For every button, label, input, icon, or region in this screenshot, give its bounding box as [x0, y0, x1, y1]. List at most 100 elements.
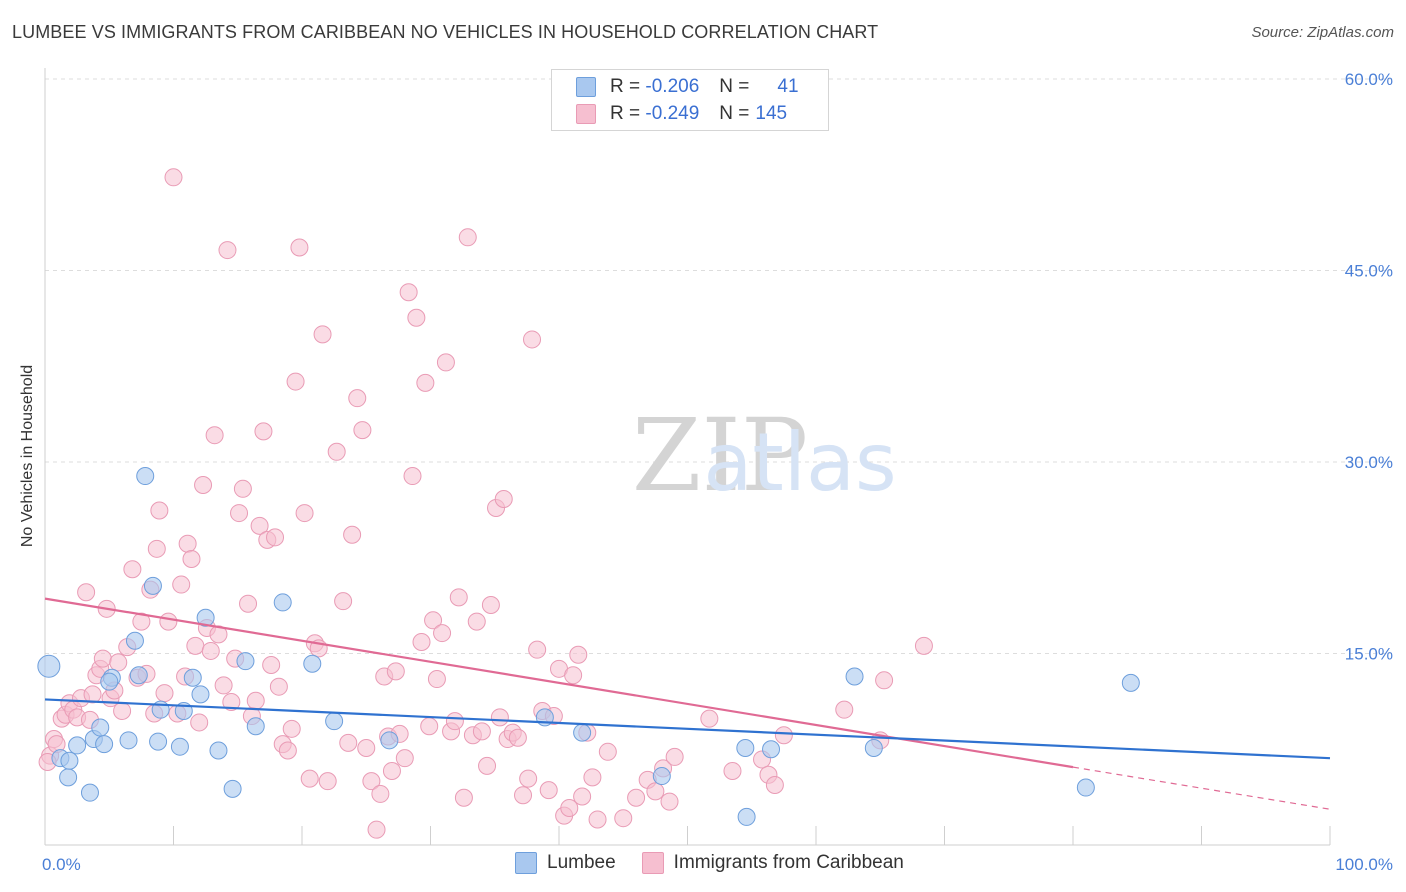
data-point-caribbean	[494, 490, 513, 509]
data-point-caribbean	[508, 728, 527, 747]
data-point-caribbean	[278, 741, 297, 760]
legend-n-value: 41	[777, 76, 799, 97]
data-point-caribbean	[875, 671, 894, 690]
y-tick-label: 60.0%	[1345, 70, 1393, 89]
bottom-legend: Lumbee Immigrants from Caribbean	[515, 852, 904, 874]
data-point-caribbean	[445, 712, 464, 731]
data-point-lumbee	[864, 738, 883, 757]
data-point-caribbean	[598, 742, 617, 761]
data-point-lumbee	[737, 807, 756, 826]
data-point-caribbean	[478, 756, 497, 775]
data-point-caribbean	[348, 389, 367, 408]
data-point-caribbean	[519, 769, 538, 788]
data-point-caribbean	[569, 645, 588, 664]
data-point-caribbean	[371, 784, 390, 803]
data-point-caribbean	[490, 708, 509, 727]
data-point-caribbean	[286, 372, 305, 391]
data-point-caribbean	[514, 786, 533, 805]
caribbean-swatch	[641, 852, 664, 874]
data-point-caribbean	[382, 761, 401, 780]
data-point-lumbee	[762, 740, 781, 759]
data-point-lumbee	[380, 731, 399, 750]
data-point-caribbean	[367, 820, 386, 839]
data-point-caribbean	[186, 636, 205, 655]
legend-caribbean-label: Immigrants from Caribbean	[673, 852, 904, 873]
data-point-caribbean	[357, 738, 376, 757]
data-point-lumbee	[60, 751, 79, 770]
data-point-caribbean	[233, 479, 252, 498]
data-point-caribbean	[765, 775, 784, 794]
data-point-lumbee	[119, 731, 138, 750]
data-point-caribbean	[353, 421, 372, 440]
data-point-caribbean	[132, 612, 151, 631]
data-point-caribbean	[327, 442, 346, 461]
data-point-caribbean	[214, 676, 233, 695]
data-point-lumbee	[196, 608, 215, 627]
data-point-caribbean	[254, 422, 273, 441]
legend-n-label: N =	[719, 103, 750, 124]
data-point-caribbean	[318, 772, 337, 791]
data-point-lumbee	[223, 779, 242, 798]
y-tick-labels: 15.0% 30.0% 45.0% 60.0%	[1345, 70, 1393, 664]
legend-n-label: N =	[719, 76, 750, 97]
data-point-caribbean	[472, 722, 491, 741]
data-point-caribbean	[230, 504, 249, 523]
data-point-caribbean	[209, 625, 228, 644]
legend-r-label: R =	[610, 76, 641, 97]
grid-lines	[45, 78, 1392, 654]
data-point-caribbean	[424, 611, 443, 630]
data-point-caribbean	[436, 353, 455, 372]
data-point-caribbean	[914, 636, 933, 655]
data-point-lumbee	[236, 652, 255, 671]
data-point-lumbee	[209, 741, 228, 760]
data-point-caribbean	[113, 701, 132, 720]
data-point-caribbean	[159, 612, 178, 631]
data-point-caribbean	[700, 709, 719, 728]
data-point-lumbee	[183, 668, 202, 687]
data-point-caribbean	[262, 655, 281, 674]
y-tick-label: 45.0%	[1345, 262, 1393, 281]
data-point-caribbean	[403, 467, 422, 486]
lumbee-swatch	[515, 852, 537, 874]
data-point-caribbean	[178, 534, 197, 553]
data-point-lumbee	[325, 712, 344, 731]
y-tick-label: 15.0%	[1345, 645, 1393, 664]
data-point-caribbean	[467, 612, 486, 631]
x-tick-labels: 0.0% 100.0%	[42, 855, 1393, 874]
data-point-lumbee	[91, 718, 110, 737]
data-point-caribbean	[123, 560, 142, 579]
data-point-caribbean	[523, 330, 542, 349]
y-tick-label: 30.0%	[1345, 453, 1393, 472]
data-point-lumbee	[149, 732, 168, 751]
data-point-caribbean	[83, 685, 102, 704]
data-point-caribbean	[564, 666, 583, 685]
source-label: Source: ZipAtlas.com	[1251, 24, 1394, 41]
data-point-caribbean	[395, 749, 414, 768]
data-point-caribbean	[449, 588, 468, 607]
data-point-lumbee	[845, 667, 864, 686]
data-point-caribbean	[458, 228, 477, 247]
legend-r-value: -0.206	[645, 76, 700, 97]
lumbee-swatch	[576, 77, 596, 97]
chart-title: LUMBEE VS IMMIGRANTS FROM CARIBBEAN NO V…	[12, 22, 879, 42]
data-point-lumbee	[170, 737, 189, 756]
data-point-caribbean	[583, 768, 602, 787]
data-point-lumbee	[68, 736, 87, 755]
caribbean-swatch	[576, 104, 596, 124]
data-point-caribbean	[627, 788, 646, 807]
data-point-caribbean	[182, 550, 201, 569]
data-point-caribbean	[150, 501, 169, 520]
data-point-caribbean	[835, 700, 854, 719]
data-point-caribbean	[109, 653, 128, 672]
data-point-lumbee	[95, 735, 114, 754]
data-point-caribbean	[250, 516, 269, 535]
data-point-caribbean	[399, 283, 418, 302]
data-point-caribbean	[412, 633, 431, 652]
data-point-caribbean	[427, 670, 446, 689]
legend-n-value: 145	[755, 103, 788, 124]
data-point-caribbean	[560, 798, 579, 817]
data-point-caribbean	[218, 241, 237, 260]
data-point-caribbean	[194, 475, 213, 494]
data-point-caribbean	[77, 583, 96, 602]
